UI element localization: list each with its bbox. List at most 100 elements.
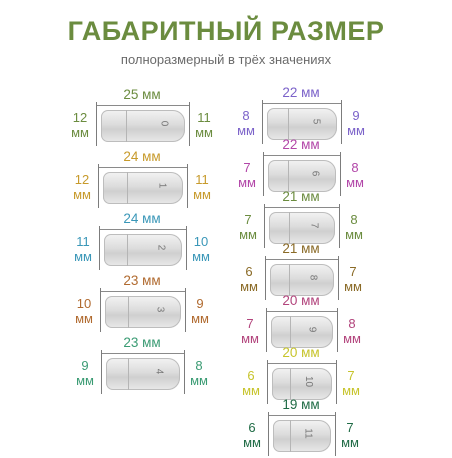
tip-left-width: 12 мм xyxy=(70,172,94,202)
tip-left-width-unit: мм xyxy=(73,187,91,202)
tip-right-width-unit: мм xyxy=(344,279,362,294)
tip-measure-frame: 3 xyxy=(100,288,186,332)
tip-left-width: 6 мм xyxy=(237,264,261,294)
right-tip-6: 19 мм 11 6 мм 7 мм xyxy=(243,398,359,458)
tip-left-width-value: 7 xyxy=(243,160,251,175)
tip-right-width-unit: мм xyxy=(342,383,360,398)
tip-left-width: 6 мм xyxy=(240,420,264,450)
tip-size-number: 1 xyxy=(156,182,168,189)
left-tip-0: 25 мм 0 12 мм 11 мм xyxy=(71,87,213,148)
tip-right-width-unit: мм xyxy=(345,227,363,242)
tip-left-width-unit: мм xyxy=(239,227,257,242)
tip-left-width-value: 8 xyxy=(242,108,250,123)
tip-measure-frame: 5 xyxy=(262,100,342,144)
tip-left-width-value: 7 xyxy=(244,212,252,227)
tip-left-width: 7 мм xyxy=(235,160,259,190)
tip-size-number: 9 xyxy=(306,326,318,333)
tip-right-width: 7 мм xyxy=(341,264,365,294)
nail-tip-shape: 7 xyxy=(269,212,335,244)
tip-right-width: 10 мм xyxy=(189,234,213,264)
tip-length-label: 24 мм xyxy=(123,211,161,226)
tip-left-width-unit: мм xyxy=(237,123,255,138)
tip-length-label: 20 мм xyxy=(282,293,320,308)
tip-left-width-unit: мм xyxy=(75,311,93,326)
tip-left-width-value: 6 xyxy=(247,368,255,383)
tip-right-width-value: 7 xyxy=(349,264,357,279)
tip-right-width-value: 8 xyxy=(350,212,358,227)
tip-left-width-value: 6 xyxy=(245,264,253,279)
tip-right-width: 7 мм xyxy=(338,420,362,450)
right-tip-2: 21 мм 7 7 мм 8 мм xyxy=(239,190,363,250)
tip-size-number: 8 xyxy=(307,274,319,281)
tip-left-width-value: 11 xyxy=(76,234,90,249)
nail-tip-shape: 0 xyxy=(101,110,185,142)
tip-length-label: 21 мм xyxy=(282,241,320,256)
tip-right-width: 11 мм xyxy=(190,172,214,202)
tip-right-width: 7 мм xyxy=(339,368,363,398)
nail-tip-shape: 5 xyxy=(267,108,337,140)
tip-measure-frame: 9 xyxy=(266,308,338,352)
tip-right-width-unit: мм xyxy=(193,187,211,202)
tip-right-width: 8 мм xyxy=(187,358,211,388)
tip-left-width-value: 12 xyxy=(72,110,88,125)
tip-right-width: 9 мм xyxy=(188,296,212,326)
nail-tip-shape: 6 xyxy=(268,160,336,192)
tip-left-width: 12 мм xyxy=(68,110,92,140)
nail-tip-shape: 9 xyxy=(271,316,333,348)
tip-left-width: 8 мм xyxy=(234,108,258,138)
tip-right-width: 8 мм xyxy=(342,212,366,242)
tip-size-number: 7 xyxy=(308,222,320,229)
left-tip-1: 24 мм 1 12 мм 11 мм xyxy=(73,150,211,210)
right-tip-0: 22 мм 5 8 мм 9 мм xyxy=(237,85,365,146)
tip-right-width-unit: мм xyxy=(195,125,213,140)
tip-size-number: 6 xyxy=(309,170,321,177)
tip-length-label: 23 мм xyxy=(123,273,161,288)
tip-right-width-value: 9 xyxy=(196,296,204,311)
tip-measure-frame: 2 xyxy=(99,226,187,270)
tip-right-width-unit: мм xyxy=(341,435,359,450)
tip-length-label: 25 мм xyxy=(123,87,161,102)
tip-right-width-unit: мм xyxy=(192,249,210,264)
tip-measure-frame: 4 xyxy=(101,350,185,394)
tip-left-width: 11 мм xyxy=(71,234,95,264)
tip-size-number: 5 xyxy=(310,118,322,125)
tip-measure-frame: 11 xyxy=(268,412,336,456)
tip-measure-frame: 10 xyxy=(267,360,337,404)
tip-size-number: 10 xyxy=(302,375,314,388)
tip-measure-frame: 7 xyxy=(264,204,340,248)
tip-left-width-unit: мм xyxy=(243,435,261,450)
tip-right-width-unit: мм xyxy=(343,331,361,346)
tip-right-width: 9 мм xyxy=(344,108,368,138)
tip-right-width-value: 9 xyxy=(352,108,360,123)
tip-right-width-value: 10 xyxy=(193,234,209,249)
tip-left-width-unit: мм xyxy=(74,249,92,264)
tip-length-label: 20 мм xyxy=(282,345,320,360)
tip-length-label: 22 мм xyxy=(282,85,320,100)
tip-left-width-value: 7 xyxy=(246,316,254,331)
tip-right-width-value: 11 xyxy=(195,172,209,187)
tip-size-number: 11 xyxy=(302,428,314,439)
tip-left-width-unit: мм xyxy=(241,331,259,346)
tip-right-width-unit: мм xyxy=(346,175,364,190)
nail-tip-shape: 2 xyxy=(104,234,182,266)
tip-length-label: 22 мм xyxy=(282,137,320,152)
tip-left-width-unit: мм xyxy=(71,125,89,140)
tip-size-number: 3 xyxy=(154,306,166,313)
right-tip-4: 20 мм 9 7 мм 8 мм xyxy=(241,293,361,354)
tip-left-width: 7 мм xyxy=(238,316,262,346)
nail-tip-shape: 4 xyxy=(106,358,180,390)
tip-measure-frame: 8 xyxy=(265,256,339,300)
page-title: ГАБАРИТНЫЙ РАЗМЕР xyxy=(67,16,385,46)
tip-right-width-unit: мм xyxy=(347,123,365,138)
tip-right-width-value: 8 xyxy=(351,160,359,175)
right-tip-5: 20 мм 10 6 мм 7 мм xyxy=(242,345,360,406)
tip-right-width-unit: мм xyxy=(190,373,208,388)
tip-right-width-value: 11 xyxy=(197,110,211,125)
nail-tip-shape: 11 xyxy=(273,420,331,452)
tip-measure-frame: 0 xyxy=(96,102,190,146)
nail-tip-shape: 10 xyxy=(272,368,332,400)
tip-left-width-unit: мм xyxy=(238,175,256,190)
left-tip-3: 23 мм 3 10 мм 9 мм xyxy=(75,273,209,334)
tip-left-width-unit: мм xyxy=(242,383,260,398)
tip-left-width: 10 мм xyxy=(72,296,96,326)
